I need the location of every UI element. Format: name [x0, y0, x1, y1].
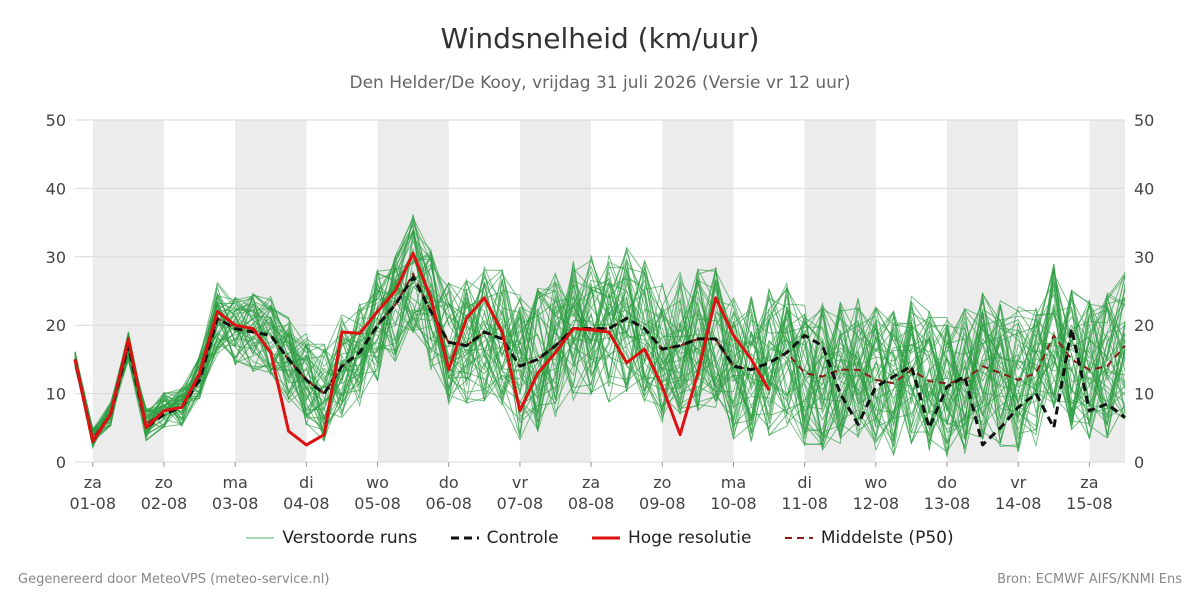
legend-label-control: Controle [486, 528, 559, 548]
x-tick-day: za [582, 473, 600, 492]
legend-item-median: Middelste (P50) [784, 528, 954, 548]
ensemble-member-line [74, 255, 1126, 442]
chart-subtitle: Den Helder/De Kooy, vrijdag 31 juli 2026… [349, 73, 851, 93]
ensemble-member-line [74, 216, 1126, 440]
x-tick-date: 10-08 [710, 494, 757, 513]
y-tick-label-right: 40 [1134, 179, 1154, 198]
ensemble-member-line [74, 250, 1126, 451]
x-tick-date: 07-08 [497, 494, 544, 513]
ensemble-member-line [74, 223, 1126, 439]
y-tick-label-right: 10 [1134, 385, 1154, 404]
x-tick-day: ma [721, 473, 746, 492]
footer-generator: Gegenereerd door MeteoVPS (meteo-service… [18, 572, 330, 587]
ensemble-group [74, 214, 1126, 458]
y-tick-label-right: 50 [1134, 111, 1154, 130]
y-tick-label-right: 0 [1134, 453, 1144, 472]
x-tick-date: 05-08 [354, 494, 401, 513]
x-tick-day: ma [222, 473, 247, 492]
x-tick-date: 02-08 [141, 494, 188, 513]
x-tick-date: 01-08 [70, 494, 117, 513]
x-tick-day: di [299, 473, 314, 492]
y-tick-label-left: 50 [46, 111, 66, 130]
x-tick-day: do [439, 473, 459, 492]
y-tick-label-left: 20 [46, 316, 66, 335]
legend: Verstoorde runs Controle Hoge resolutie … [0, 528, 1200, 548]
y-tick-label-left: 10 [46, 385, 66, 404]
legend-item-control: Controle [450, 528, 559, 548]
legend-label-hires: Hoge resolutie [627, 528, 752, 548]
day-band [235, 120, 307, 462]
legend-item-hires: Hoge resolutie [591, 528, 752, 548]
ensemble-member-line [74, 258, 1126, 446]
x-tick-date: 03-08 [212, 494, 259, 513]
legend-swatch-hires [591, 536, 620, 540]
legend-swatch-ensemble [246, 537, 275, 539]
series-line-hires [73, 251, 771, 447]
x-tick-day: di [797, 473, 812, 492]
x-tick-day: vr [512, 473, 528, 492]
x-tick-date: 12-08 [853, 494, 900, 513]
ensemble-member-line [74, 257, 1126, 441]
x-tick-date: 11-08 [781, 494, 828, 513]
y-tick-label-right: 30 [1134, 248, 1154, 267]
ensemble-member-line [74, 261, 1126, 456]
series-line-control [73, 275, 1126, 447]
y-tick-label-left: 0 [56, 453, 66, 472]
y-tick-label-left: 40 [46, 179, 66, 198]
ensemble-member-line [74, 222, 1126, 442]
x-tick-day: vr [1010, 473, 1026, 492]
x-tick-date: 13-08 [924, 494, 971, 513]
x-tick-date: 09-08 [639, 494, 686, 513]
x-tick-day: wo [864, 473, 887, 492]
legend-item-ensemble: Verstoorde runs [246, 528, 417, 548]
legend-swatch-median [784, 537, 813, 539]
legend-label-median: Middelste (P50) [820, 528, 954, 548]
x-tick-day: zo [155, 473, 173, 492]
y-tick-label-right: 20 [1134, 316, 1154, 335]
legend-swatch-control [450, 536, 479, 540]
x-tick-day: zo [653, 473, 671, 492]
ensemble-member-line [74, 266, 1126, 452]
x-tick-day: za [1080, 473, 1098, 492]
footer-source: Bron: ECMWF AIFS/KNMI Ens [997, 572, 1182, 587]
x-tick-date: 04-08 [283, 494, 330, 513]
x-tick-date: 06-08 [425, 494, 472, 513]
x-tick-day: za [84, 473, 102, 492]
day-band [92, 120, 164, 462]
legend-label-ensemble: Verstoorde runs [282, 528, 418, 548]
x-tick-date: 14-08 [995, 494, 1042, 513]
x-tick-day: do [937, 473, 957, 492]
chart-title: Windsnelheid (km/uur) [440, 22, 760, 55]
y-tick-label-left: 30 [46, 248, 66, 267]
x-tick-date: 08-08 [568, 494, 615, 513]
ensemble-member-line [74, 267, 1126, 452]
x-tick-date: 15-08 [1066, 494, 1113, 513]
ensemble-member-line [74, 254, 1126, 445]
x-tick-day: wo [366, 473, 389, 492]
